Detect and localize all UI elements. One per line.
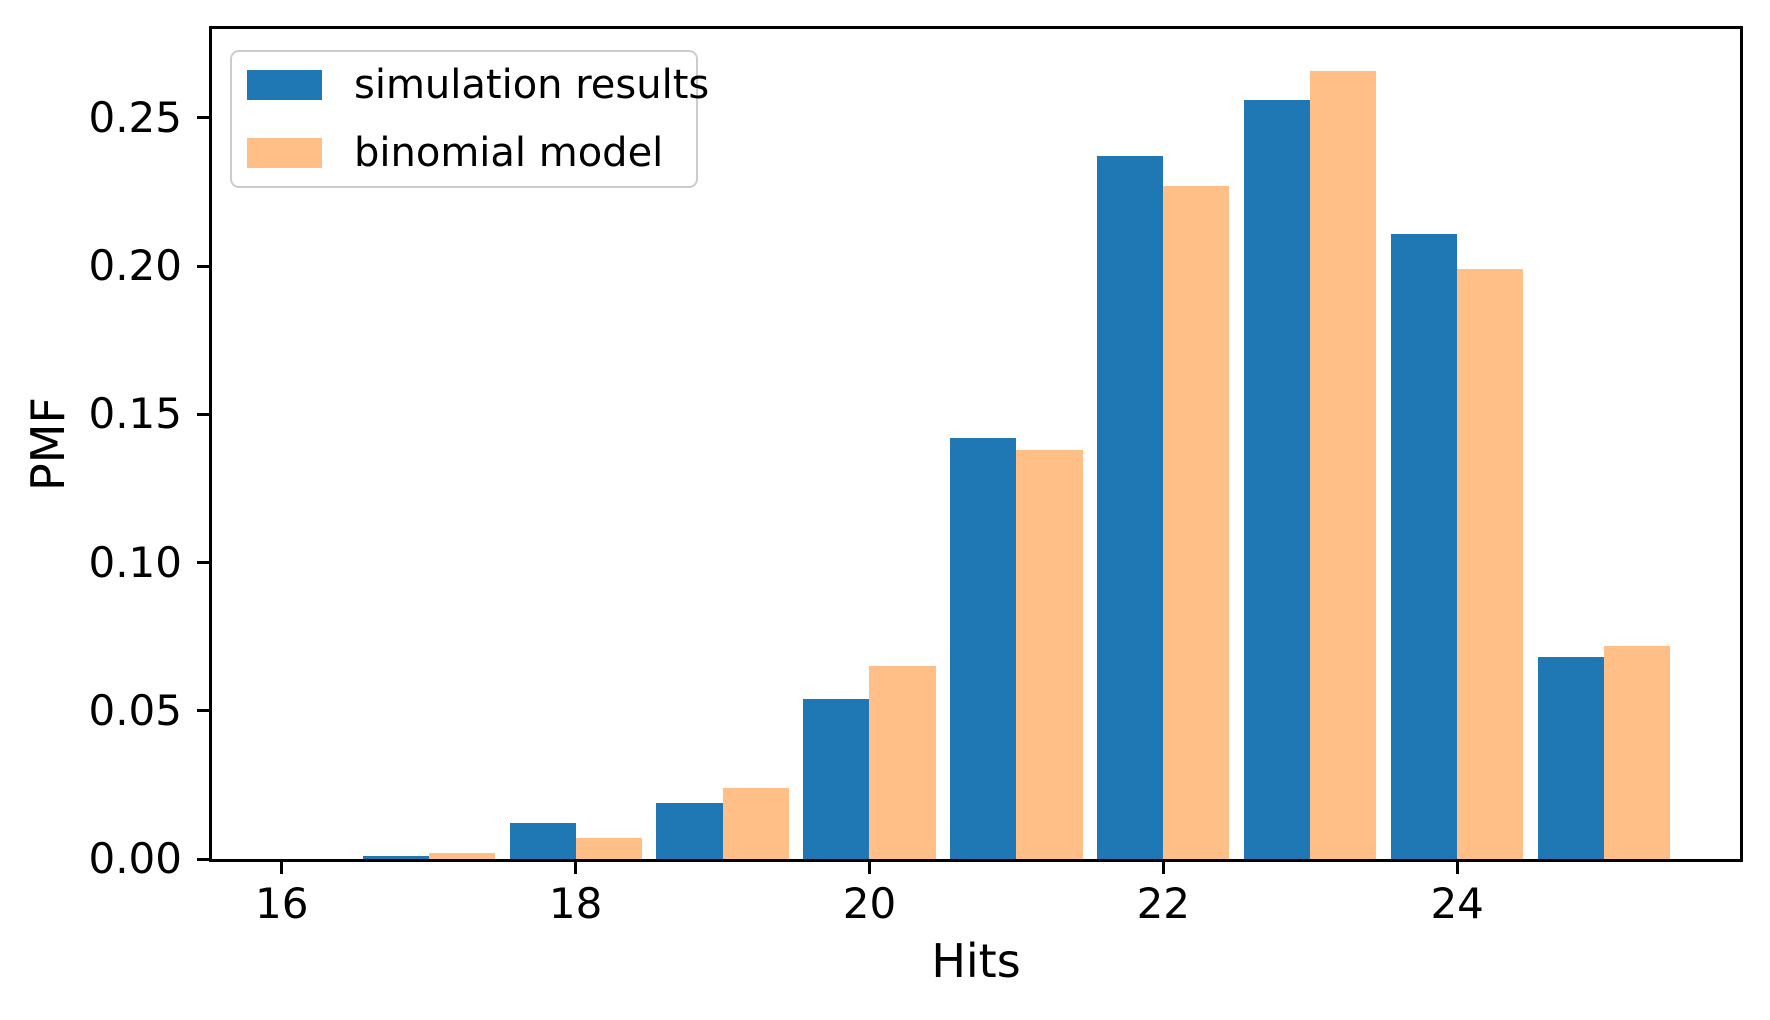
x-tick-label-18: 18 xyxy=(548,879,603,928)
x-tick-20 xyxy=(867,862,871,874)
x-tick-18 xyxy=(574,862,578,874)
bar-binomial-model-x19 xyxy=(722,787,789,859)
y-tick-0.15 xyxy=(197,412,209,416)
y-tick-0.00 xyxy=(197,857,209,861)
bar-binomial-model-x24 xyxy=(1457,269,1524,859)
y-tick-label-0.00: 0.00 xyxy=(88,834,182,883)
bar-simulation-results-x18 xyxy=(509,823,576,859)
x-tick-label-20: 20 xyxy=(842,879,897,928)
x-tick-label-24: 24 xyxy=(1430,879,1484,928)
bar-simulation-results-x19 xyxy=(656,802,723,859)
legend-item-binomial-model: binomial model xyxy=(247,133,696,173)
bar-binomial-model-x25 xyxy=(1604,645,1671,859)
legend: simulation results binomial model xyxy=(230,50,709,188)
bar-binomial-model-x17 xyxy=(428,853,495,859)
y-tick-label-0.20: 0.20 xyxy=(88,241,182,291)
bar-binomial-model-x21 xyxy=(1016,449,1083,859)
y-tick-label-0.15: 0.15 xyxy=(88,389,182,439)
y-tick-label-0.10: 0.10 xyxy=(88,537,182,587)
bar-binomial-model-x22 xyxy=(1163,186,1230,859)
y-tick-0.05 xyxy=(197,709,209,713)
y-tick-0.25 xyxy=(197,116,209,120)
bar-simulation-results-x25 xyxy=(1537,657,1605,859)
bar-binomial-model-x23 xyxy=(1310,70,1377,859)
bar-binomial-model-x20 xyxy=(869,666,936,859)
bar-simulation-results-x21 xyxy=(950,438,1017,859)
x-tick-22 xyxy=(1161,862,1165,874)
bar-simulation-results-x20 xyxy=(803,698,870,859)
bar-binomial-model-x18 xyxy=(575,838,642,859)
legend-label: binomial model xyxy=(354,130,664,176)
bar-simulation-results-x24 xyxy=(1391,233,1458,859)
legend-swatch-binomial-model xyxy=(247,138,322,168)
y-tick-0.10 xyxy=(197,561,209,565)
y-tick-label-0.05: 0.05 xyxy=(88,685,182,735)
legend-label: simulation results xyxy=(354,62,710,108)
y-axis-title: PMF xyxy=(21,397,75,491)
bar-simulation-results-x22 xyxy=(1097,156,1164,859)
bar-simulation-results-x17 xyxy=(362,856,429,859)
y-tick-0.20 xyxy=(197,264,209,268)
plot-area: 16 18 20 22 24 0.00 0.05 0.10 0.15 0.20 0.25 simul… xyxy=(88,26,1743,925)
x-axis-title: Hits xyxy=(931,934,1021,988)
bar-simulation-results-x23 xyxy=(1244,100,1311,859)
legend-item-simulation-results: simulation results xyxy=(247,65,709,105)
y-tick-label-0.25: 0.25 xyxy=(88,92,182,142)
x-tick-label-22: 22 xyxy=(1136,879,1191,928)
x-tick-label-16: 16 xyxy=(255,879,309,928)
x-tick-16 xyxy=(280,862,284,874)
legend-swatch-simulation-results xyxy=(247,70,322,100)
x-tick-24 xyxy=(1455,862,1459,874)
